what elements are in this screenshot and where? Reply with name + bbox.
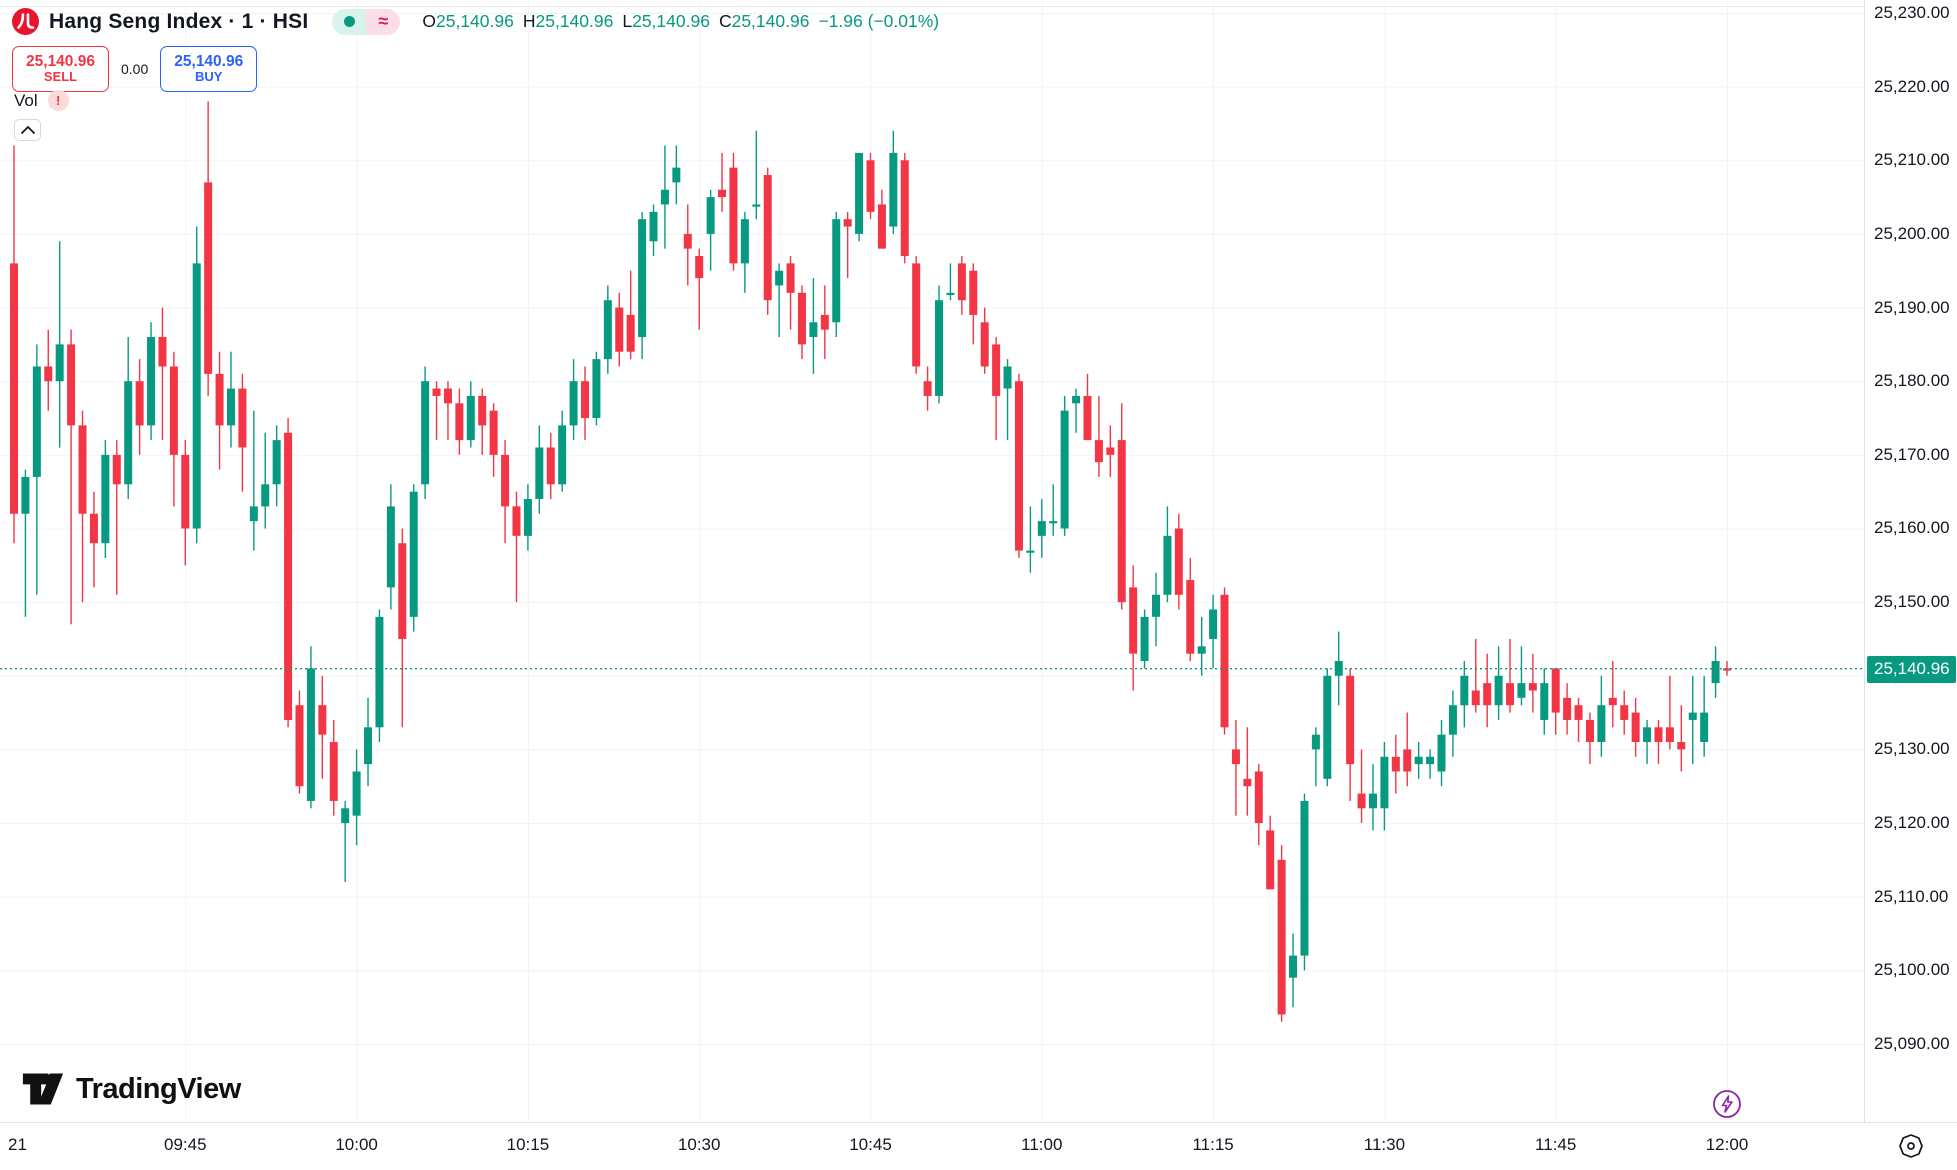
price-axis-label: 25,130.00: [1874, 739, 1950, 759]
price-axis-label: 25,110.00: [1874, 886, 1949, 906]
price-axis-label: 25,180.00: [1874, 371, 1950, 391]
price-axis-label: 25,190.00: [1874, 297, 1950, 317]
chart-grid: [0, 0, 1864, 1122]
time-axis[interactable]: 21 09:45 10:00 10:15 10:30 10:45 11:00 11:15 11:…: [0, 1122, 1957, 1170]
symbol-logo-icon[interactable]: [12, 8, 39, 35]
time-axis-label: 11:45: [1535, 1135, 1577, 1154]
indicator-collapse-button[interactable]: [14, 119, 41, 141]
time-axis-label: 10:30: [677, 1135, 721, 1154]
price-axis[interactable]: 25,140.96 25,230.00 25,220.00 25,210.00 25,…: [1864, 0, 1957, 1122]
low-value: 25,140.96: [632, 11, 710, 31]
chevron-up-icon: [20, 126, 35, 134]
price-axis-label: 25,230.00: [1874, 3, 1950, 22]
sell-price: 25,140.96: [26, 52, 95, 70]
time-axis-label: 12:00: [1705, 1135, 1749, 1154]
time-axis-label: 10:00: [335, 1135, 378, 1154]
boost-lightning-icon[interactable]: [1712, 1089, 1742, 1119]
time-axis-label: 10:15: [506, 1135, 550, 1154]
price-axis-label: 25,100.00: [1874, 960, 1950, 980]
candlestick-canvas[interactable]: [0, 0, 1864, 1122]
open-label: O: [422, 11, 436, 31]
buy-price: 25,140.96: [174, 52, 244, 70]
low-label: L: [622, 11, 633, 31]
buy-button[interactable]: 25,140.96 BUY: [160, 46, 258, 92]
high-value: 25,140.96: [535, 11, 614, 31]
close-value: 25,140.96: [731, 11, 810, 31]
time-axis-label: 11:15: [1192, 1135, 1234, 1154]
time-axis-label: 11:00: [1021, 1135, 1063, 1154]
volume-indicator-label[interactable]: Vol: [14, 90, 38, 110]
current-price-label: 25,140.96: [1867, 655, 1956, 683]
price-axis-label: 25,210.00: [1874, 150, 1950, 170]
sell-label: SELL: [43, 69, 78, 85]
symbol-title[interactable]: Hang Seng Index · 1 · HSI: [49, 9, 309, 33]
tradingview-logo[interactable]: TradingView: [22, 1070, 241, 1108]
candlestick-series: [10, 101, 1731, 1022]
price-axis-label: 25,090.00: [1874, 1033, 1950, 1053]
top-separator: [0, 6, 1957, 7]
price-axis-label: 25,170.00: [1874, 444, 1950, 464]
time-axis-label: 09:45: [164, 1135, 207, 1154]
tradingview-logo-icon: [22, 1073, 64, 1105]
buy-label: BUY: [195, 69, 223, 85]
chart-plot-area[interactable]: [0, 0, 1864, 1122]
sell-button[interactable]: 25,140.96 SELL: [12, 46, 109, 92]
time-axis-settings-icon[interactable]: [1896, 1131, 1926, 1161]
ohlc-readout: O25,140.96 H25,140.96 L25,140.96 C25,140…: [422, 11, 939, 32]
spread-value: 0.00: [121, 61, 149, 77]
time-axis-label: 11:30: [1363, 1135, 1406, 1154]
market-status-pill[interactable]: [332, 8, 367, 35]
time-axis-label: 10:45: [849, 1135, 892, 1154]
approx-icon: ≈: [378, 11, 389, 31]
price-axis-label: 25,150.00: [1874, 592, 1950, 612]
tradingview-logo-text: TradingView: [76, 1072, 241, 1105]
price-axis-label: 25,160.00: [1874, 518, 1950, 538]
high-label: H: [522, 11, 536, 31]
time-axis-label: 21: [8, 1135, 27, 1154]
open-value: 25,140.96: [436, 11, 514, 31]
price-axis-label: 25,120.00: [1874, 813, 1950, 833]
approx-price-pill[interactable]: ≈: [366, 8, 401, 35]
price-axis-label: 25,200.00: [1874, 223, 1950, 243]
price-axis-label: 25,220.00: [1874, 76, 1950, 96]
change-value: −1.96 (−0.01%): [818, 11, 940, 31]
market-open-dot-icon: [343, 16, 355, 27]
close-label: C: [718, 11, 732, 31]
volume-warning-icon[interactable]: !: [47, 90, 69, 111]
